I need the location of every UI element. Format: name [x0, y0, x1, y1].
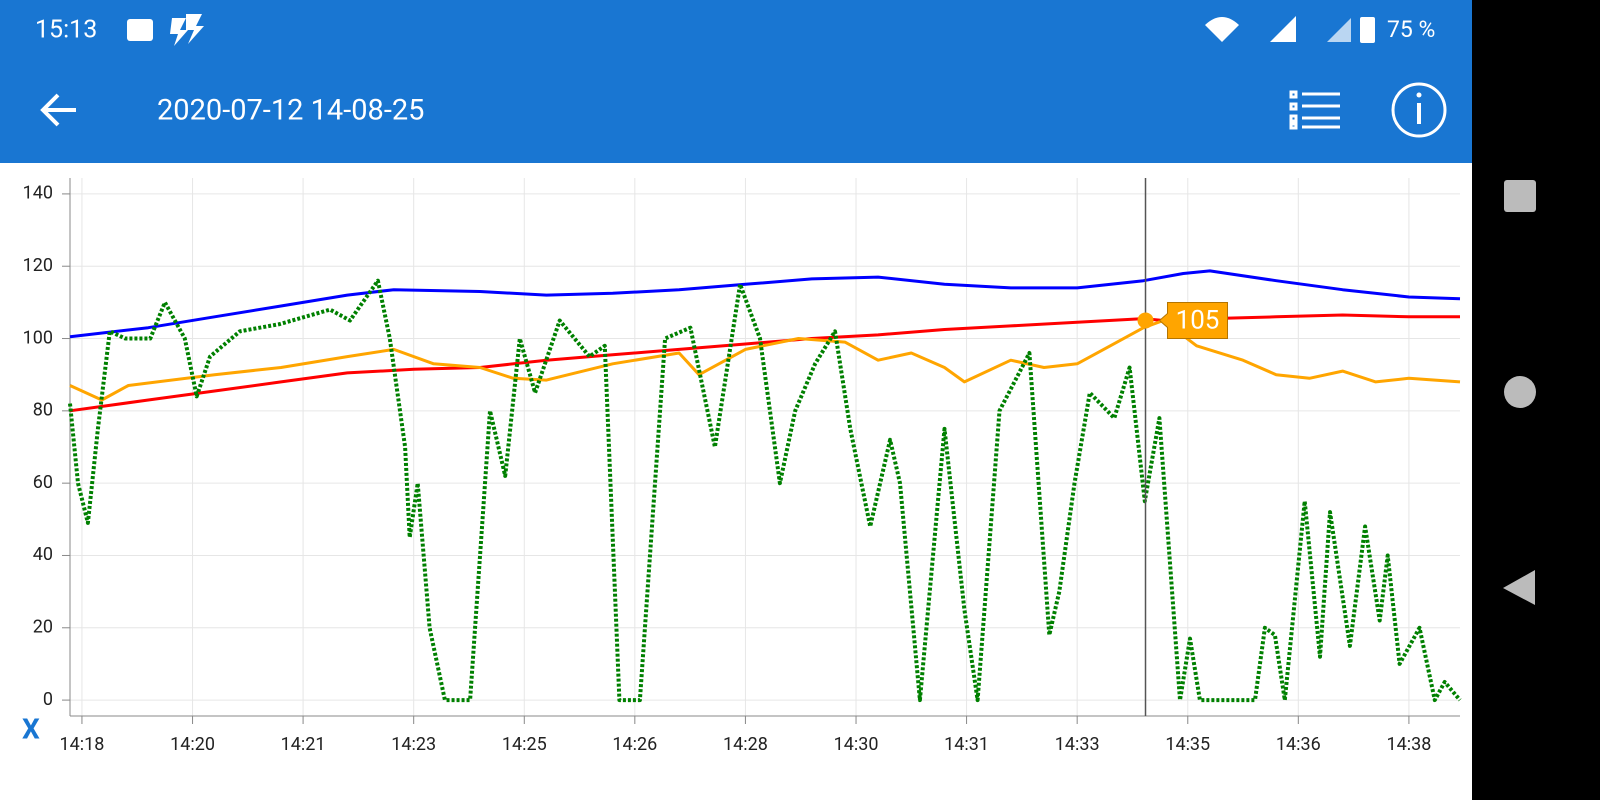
series-line: [69, 319, 1461, 402]
y-tick-label: 100: [23, 327, 53, 348]
y-tick-label: 140: [23, 183, 53, 204]
x-tick-label: 14:36: [1276, 734, 1321, 755]
back-button[interactable]: [40, 93, 76, 127]
x-tick-label: 14:18: [60, 734, 105, 755]
y-tick-label: 120: [23, 255, 53, 276]
back-nav-button[interactable]: [1503, 570, 1535, 605]
home-button[interactable]: [1504, 376, 1536, 408]
x-tick-label: 14:31: [944, 734, 989, 755]
info-button[interactable]: [1391, 82, 1447, 138]
app-header: [0, 0, 1472, 163]
series-line: [68, 278, 1462, 703]
x-tick-label: 14:26: [612, 734, 657, 755]
x-tick-label: 14:35: [1165, 734, 1210, 755]
cursor-point: [1137, 312, 1154, 329]
x-tick-label: 14:33: [1055, 734, 1100, 755]
status-time: 15:13: [35, 16, 97, 45]
x-tick-label: 14:21: [281, 734, 326, 755]
x-tick-label: 14:30: [834, 734, 879, 755]
series-line: [69, 269, 1461, 339]
y-tick-label: 0: [43, 689, 53, 710]
y-tick-label: 20: [33, 617, 53, 638]
x-tick-label: 14:23: [391, 734, 436, 755]
app-title: 2020-07-12 14-08-25: [157, 94, 424, 128]
y-tick-label: 80: [33, 400, 53, 421]
status-icons: [127, 14, 1375, 46]
list-button[interactable]: [1289, 90, 1340, 130]
y-tick-label: 40: [33, 544, 53, 565]
chart-area: [0, 163, 1472, 800]
recents-button[interactable]: [1504, 180, 1536, 212]
y-tick-label: 60: [33, 472, 53, 493]
tooltip-label: 105: [1176, 305, 1220, 335]
x-tick-label: 14:25: [502, 734, 547, 755]
x-tick-label: 14:28: [723, 734, 768, 755]
nav-bar: [1472, 0, 1600, 800]
status-battery: 75 %: [1387, 16, 1435, 43]
x-tick-label: 14:38: [1386, 734, 1431, 755]
x-tick-label: 14:20: [170, 734, 215, 755]
x-label: X: [22, 712, 40, 745]
tooltip-box: [1158, 301, 1229, 339]
